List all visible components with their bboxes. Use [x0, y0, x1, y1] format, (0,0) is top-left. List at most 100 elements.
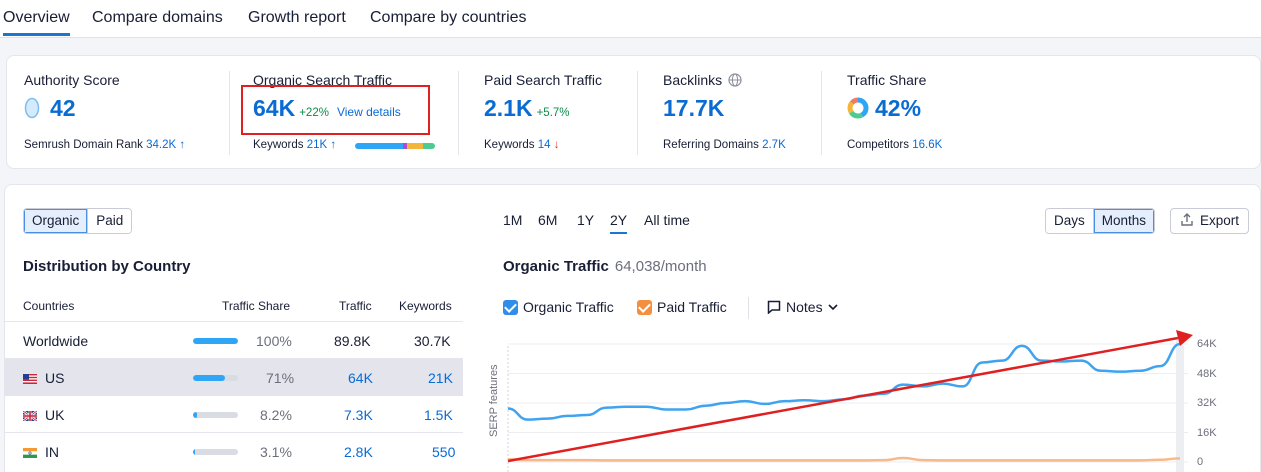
keywords-value: 30.7K — [414, 333, 451, 349]
competitors-label: Competitors — [847, 139, 909, 151]
checkbox-checked-icon[interactable] — [503, 299, 518, 315]
referring-domains-value[interactable]: 2.7K — [762, 139, 786, 151]
traffic-share-bar-fill — [193, 338, 238, 344]
highlight-annotation-box — [241, 85, 430, 135]
backlinks-label: Backlinks — [663, 72, 723, 88]
keywords-value[interactable]: 21K — [428, 370, 453, 386]
table-row-uk[interactable]: UK 8.2% 7.3K 1.5K — [4, 395, 463, 432]
competitors-value[interactable]: 16.6K — [912, 139, 943, 151]
tab-compare-by-countries[interactable]: Compare by countries — [370, 9, 527, 26]
organic-keywords: Keywords 21K ↑ — [253, 139, 336, 151]
period-1m[interactable]: 1M — [503, 212, 523, 228]
paid-keywords-value[interactable]: 14 — [537, 139, 551, 151]
tab-compare-domains[interactable]: Compare domains — [92, 9, 223, 26]
keywords-value[interactable]: 1.5K — [424, 407, 453, 423]
table-row-worldwide[interactable]: Worldwide 100% 89.8K 30.7K — [4, 321, 463, 358]
paid-traffic-label: Paid Search Traffic — [484, 72, 603, 88]
traffic-share-label: Traffic Share — [847, 72, 927, 88]
organic-traffic-value[interactable]: 64K — [253, 95, 296, 121]
country-name: UK — [45, 407, 65, 423]
keyword-distribution-bar — [355, 143, 435, 149]
paid-traffic-value[interactable]: 2.1K — [484, 95, 533, 121]
checkbox-checked-icon[interactable] — [637, 299, 652, 315]
keyword-distribution-segment — [403, 143, 407, 149]
legend-organic-label: Organic Traffic — [523, 299, 614, 315]
arrow-down-icon: ↓ — [553, 139, 560, 151]
y-tick-label: 64K — [1197, 338, 1217, 350]
tab-overview[interactable]: Overview — [3, 9, 70, 36]
traffic-share-bar-fill — [193, 412, 197, 418]
authority-score-value[interactable]: 42 — [50, 95, 76, 121]
traffic-share-value: 100% — [256, 333, 292, 349]
summary-card: Authority Score 42 Semrush Domain Rank 3… — [6, 55, 1261, 169]
toggle-months[interactable]: Months — [1092, 209, 1155, 233]
globe-icon — [728, 73, 742, 87]
export-button[interactable]: Export — [1170, 208, 1250, 234]
toggle-organic[interactable]: Organic — [24, 209, 88, 233]
divider — [821, 71, 822, 155]
export-icon — [1181, 213, 1193, 226]
col-traffic-share[interactable]: Traffic Share — [222, 299, 291, 313]
traffic-share-bar — [193, 338, 238, 344]
toggle-days[interactable]: Days — [1046, 209, 1093, 233]
period-2y[interactable]: 2Y — [610, 212, 628, 234]
backlinks-value[interactable]: 17.7K — [663, 95, 725, 121]
backlinks-metric: Backlinks 17.7K Referring Domains 2.7K — [663, 56, 823, 170]
arrow-up-icon: ↑ — [330, 139, 337, 151]
authority-score-icon — [24, 97, 40, 119]
traffic-value[interactable]: 2.8K — [344, 444, 373, 460]
organic-keywords-value[interactable]: 21K — [306, 139, 328, 151]
arrow-up-icon: ↑ — [179, 139, 186, 151]
divider — [229, 71, 230, 155]
legend-organic[interactable]: Organic Traffic — [503, 299, 614, 315]
traffic-share-value[interactable]: 42% — [875, 95, 922, 121]
paid-keywords: Keywords 14 ↓ — [484, 139, 559, 151]
chart-subtitle: 64,038/month — [614, 258, 707, 275]
distribution-title: Distribution by Country — [23, 258, 191, 275]
referring-domains-label: Referring Domains — [663, 139, 759, 151]
notes-icon — [767, 300, 781, 314]
col-countries[interactable]: Countries — [23, 299, 75, 313]
divider — [637, 71, 638, 155]
granularity-toggle: Days Months — [1045, 208, 1156, 234]
legend-paid[interactable]: Paid Traffic — [637, 299, 727, 315]
competitors: Competitors 16.6K — [847, 139, 942, 151]
period-all-time[interactable]: All time — [644, 212, 690, 228]
country-name: US — [45, 370, 65, 386]
toggle-paid[interactable]: Paid — [87, 209, 132, 233]
keywords-value[interactable]: 550 — [432, 444, 456, 460]
traffic-share-metric: Traffic Share 42% Competitors 16.6K — [847, 56, 1007, 170]
domain-rank-value[interactable]: 34.2K — [146, 139, 177, 151]
traffic-share-bar — [193, 412, 238, 418]
period-1y[interactable]: 1Y — [577, 212, 595, 228]
table-row-in[interactable]: IN 3.1% 2.8K 550 — [4, 432, 463, 469]
traffic-share-bar-fill — [193, 375, 225, 381]
organic-traffic-metric: Organic Search Traffic 64K +22% View detai… — [253, 56, 453, 170]
country-name: IN — [45, 444, 59, 460]
uk-flag-icon — [23, 411, 37, 421]
table-row-us[interactable]: US 71% 64K 21K — [4, 358, 463, 395]
notes-dropdown[interactable]: Notes — [767, 299, 838, 315]
keyword-distribution-segment — [407, 143, 423, 149]
domain-rank-label: Semrush Domain Rank — [24, 139, 143, 151]
period-6m[interactable]: 6M — [538, 212, 558, 228]
paid-keywords-label: Keywords — [484, 139, 535, 151]
traffic-share-bar — [193, 375, 238, 381]
us-flag-icon — [23, 374, 37, 384]
traffic-share-value: 71% — [266, 370, 295, 386]
traffic-value[interactable]: 64K — [348, 370, 373, 386]
organic-paid-toggle: Organic Paid — [23, 208, 133, 234]
y-tick-label: 48K — [1197, 367, 1217, 380]
col-traffic[interactable]: Traffic — [339, 299, 372, 313]
traffic-value[interactable]: 7.3K — [344, 407, 373, 423]
paid-traffic-change: +5.7% — [536, 107, 570, 119]
keyword-distribution-segment — [395, 143, 403, 149]
domain-rank: Semrush Domain Rank 34.2K ↑ — [24, 139, 185, 151]
view-details-link[interactable]: View details — [336, 105, 401, 119]
paid-traffic-metric: Paid Search Traffic 2.1K +5.7% Keywords 1… — [484, 56, 654, 170]
tab-growth-report[interactable]: Growth report — [248, 9, 346, 26]
authority-score-label: Authority Score — [24, 72, 120, 88]
col-keywords[interactable]: Keywords — [399, 299, 452, 313]
y-tick-label: 16K — [1197, 426, 1217, 439]
in-flag-icon — [23, 448, 37, 458]
